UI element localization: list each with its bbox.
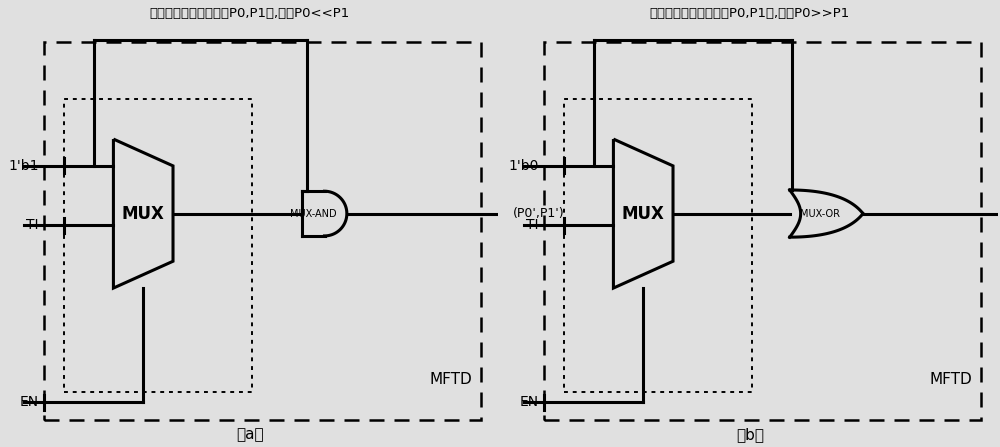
Text: 1'b1: 1'b1: [8, 159, 39, 173]
Text: 1'b0: 1'b0: [509, 159, 539, 173]
Bar: [544, 42, 981, 420]
Bar: [564, 99, 752, 392]
Text: (P0',P1'): (P0',P1'): [513, 207, 565, 220]
Text: MUX: MUX: [622, 205, 665, 223]
Text: EN: EN: [520, 395, 539, 409]
Text: MUX-OR: MUX-OR: [800, 209, 840, 219]
Text: MFTD: MFTD: [930, 372, 973, 388]
Text: （b）: （b）: [736, 427, 764, 442]
Text: MFTD: MFTD: [430, 372, 473, 388]
Text: 原始电路中的节点，（P0,P1）,其中P0>>P1: 原始电路中的节点，（P0,P1）,其中P0>>P1: [650, 8, 850, 21]
Text: （a）: （a）: [236, 427, 264, 442]
Text: TI: TI: [526, 219, 539, 232]
Text: MUX: MUX: [122, 205, 165, 223]
Text: TI: TI: [26, 219, 39, 232]
Bar: [44, 42, 481, 420]
Text: 原始电路中的节点，（P0,P1）,其中P0<<P1: 原始电路中的节点，（P0,P1）,其中P0<<P1: [150, 8, 350, 21]
Text: MUX-AND: MUX-AND: [290, 209, 337, 219]
Text: EN: EN: [20, 395, 39, 409]
Bar: [64, 99, 252, 392]
